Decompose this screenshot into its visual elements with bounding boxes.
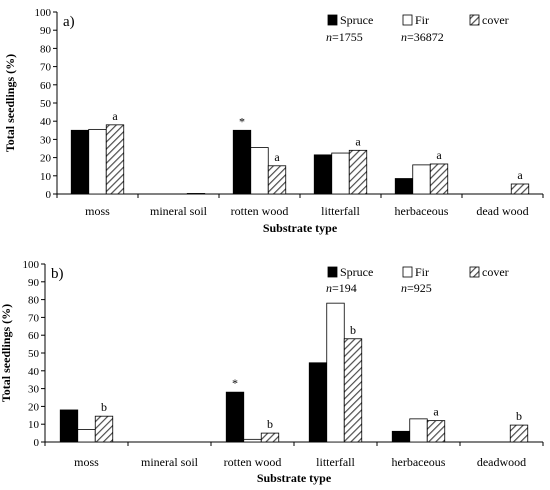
x-tick-label: moss [85, 204, 110, 218]
x-tick-label: deadwood [477, 455, 526, 469]
y-tick-label: 40 [28, 366, 40, 378]
y-tick-label: 50 [28, 348, 40, 360]
y-tick-label: 100 [35, 7, 52, 19]
y-axis-title: Total seedlings (%) [3, 54, 17, 152]
y-tick-label: 0 [46, 189, 52, 201]
bar-fir-0 [88, 128, 107, 195]
legend-n-label: n=1755 [326, 30, 363, 44]
significance-label: b [101, 400, 107, 414]
x-tick-label: mineral soil [150, 204, 208, 218]
significance-label: a [355, 134, 361, 148]
legend-label-fir: Fir [415, 13, 429, 27]
y-tick-label: 80 [28, 295, 40, 307]
legend-swatch-spruce [327, 266, 338, 278]
y-tick-label: 70 [28, 312, 40, 324]
bar-fir-3 [326, 302, 345, 443]
y-tick-label: 10 [40, 171, 52, 183]
y-tick-label: 30 [40, 134, 52, 146]
x-tick-label: rotten wood [231, 204, 289, 218]
bar-cover-0 [94, 415, 114, 443]
legend-label-cover: cover [482, 265, 509, 279]
bar-spruce-2 [225, 391, 245, 443]
bar-cover-5 [509, 424, 529, 443]
bar-cover-4 [426, 420, 446, 443]
x-tick-label: herbaceous [392, 455, 446, 469]
bar-fir-3 [331, 152, 350, 195]
y-tick-label: 70 [40, 62, 52, 74]
legend-n-label: n=925 [401, 281, 432, 295]
y-tick-label: 60 [40, 80, 52, 92]
x-tick-label: mineral soil [141, 455, 199, 469]
x-axis-title: Substrate type [263, 221, 338, 235]
bar-spruce-2 [232, 129, 252, 195]
significance-label: a [436, 148, 442, 162]
bar-fir-4 [412, 164, 431, 195]
legend-swatch-fir [402, 266, 413, 278]
bar-spruce-4 [394, 178, 414, 195]
x-tick-label: litterfall [316, 455, 355, 469]
legend-swatch-cover [469, 266, 480, 278]
legend-label-fir: Fir [415, 265, 429, 279]
y-tick-label: 80 [40, 43, 52, 55]
bar-cover-2 [260, 432, 280, 443]
y-tick-label: 0 [34, 437, 40, 449]
panel-label: b) [51, 266, 64, 282]
bar-cover-4 [429, 163, 449, 195]
legend-label-cover: cover [482, 13, 509, 27]
y-tick-label: 100 [23, 259, 40, 271]
x-tick-label: litterfall [321, 204, 360, 218]
y-axis-title: Total seedlings (%) [0, 304, 13, 402]
x-axis-title: Substrate type [257, 471, 332, 485]
significance-label: b [267, 417, 273, 431]
x-tick-label: moss [74, 455, 99, 469]
bar-fir-4 [409, 418, 428, 443]
significance-label: * [232, 376, 238, 390]
legend-swatch-spruce [327, 14, 338, 26]
chart-panel-b: 0 10 20 30 40 50 60 70 80 90 100 moss mineral soil ro… [0, 259, 544, 485]
chart-panel-a: 0 10 20 30 40 50 60 70 80 90 100 moss mineral soil ro… [3, 7, 544, 235]
bar-cover-3 [343, 338, 363, 443]
significance-label: * [239, 114, 245, 128]
bar-spruce-4 [391, 430, 411, 443]
bar-cover-0 [105, 124, 125, 195]
legend-n-label: n=194 [326, 281, 357, 295]
legend-swatch-fir [402, 14, 413, 26]
y-tick-label: 50 [40, 98, 52, 110]
y-tick-label: 40 [40, 116, 52, 128]
significance-label: b [516, 409, 522, 423]
legend-label-spruce: Spruce [340, 13, 373, 27]
legend-swatch-cover [469, 14, 480, 26]
bar-cover-1 [186, 193, 206, 195]
bar-spruce-0 [59, 409, 79, 443]
bar-spruce-0 [70, 129, 90, 195]
significance-label: a [433, 405, 439, 419]
significance-label: a [274, 150, 280, 164]
legend-label-spruce: Spruce [340, 265, 373, 279]
x-tick-label: dead wood [476, 204, 528, 218]
bar-cover-3 [348, 149, 368, 195]
y-tick-label: 20 [28, 401, 40, 413]
y-tick-label: 20 [40, 153, 52, 165]
bar-cover-2 [267, 165, 287, 195]
y-tick-label: 30 [28, 384, 40, 396]
bar-fir-2 [243, 438, 262, 443]
x-tick-label: rotten wood [224, 455, 282, 469]
significance-label: b [350, 323, 356, 337]
panel-label: a) [63, 14, 75, 30]
bar-spruce-3 [308, 362, 328, 443]
y-tick-label: 10 [28, 419, 40, 431]
legend-n-label: n=36872 [401, 30, 444, 44]
y-tick-label: 90 [40, 25, 52, 37]
y-tick-label: 90 [28, 277, 40, 289]
y-tick-label: 60 [28, 330, 40, 342]
bar-spruce-3 [313, 154, 333, 195]
bar-fir-0 [77, 429, 96, 443]
significance-label: a [517, 168, 523, 182]
significance-label: a [112, 109, 118, 123]
x-tick-label: herbaceous [395, 204, 449, 218]
bar-cover-5 [510, 183, 530, 195]
bar-fir-2 [250, 147, 269, 195]
